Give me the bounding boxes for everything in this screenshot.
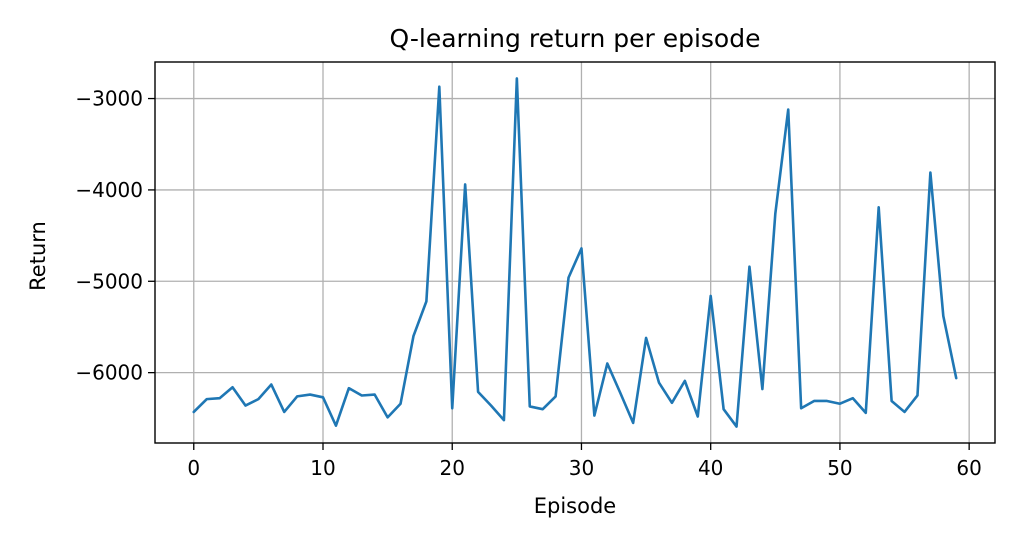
x-tick-label: 0: [187, 456, 200, 480]
y-axis-ticks: −3000 −4000 −5000 −6000: [75, 87, 155, 385]
x-tick-label: 50: [827, 456, 852, 480]
y-tick-label: −4000: [75, 178, 143, 202]
y-tick-label: −3000: [75, 87, 143, 111]
series-line: [192, 77, 958, 428]
chart-title: Q-learning return per episode: [390, 24, 761, 53]
x-tick-label: 60: [956, 456, 981, 480]
plot-frame: [154, 61, 996, 444]
x-tick-label: 20: [440, 456, 465, 480]
y-tick-label: −5000: [75, 269, 143, 293]
x-tick-label: 40: [698, 456, 723, 480]
y-tick-label: −6000: [75, 361, 143, 385]
x-axis-ticks: 0 10 20 30 40 50 60: [187, 443, 982, 480]
x-tick-label: 10: [310, 456, 335, 480]
x-axis-label: Episode: [534, 494, 616, 518]
x-tick-label: 30: [569, 456, 594, 480]
y-axis-label: Return: [26, 221, 50, 291]
grid-lines: [155, 62, 995, 443]
